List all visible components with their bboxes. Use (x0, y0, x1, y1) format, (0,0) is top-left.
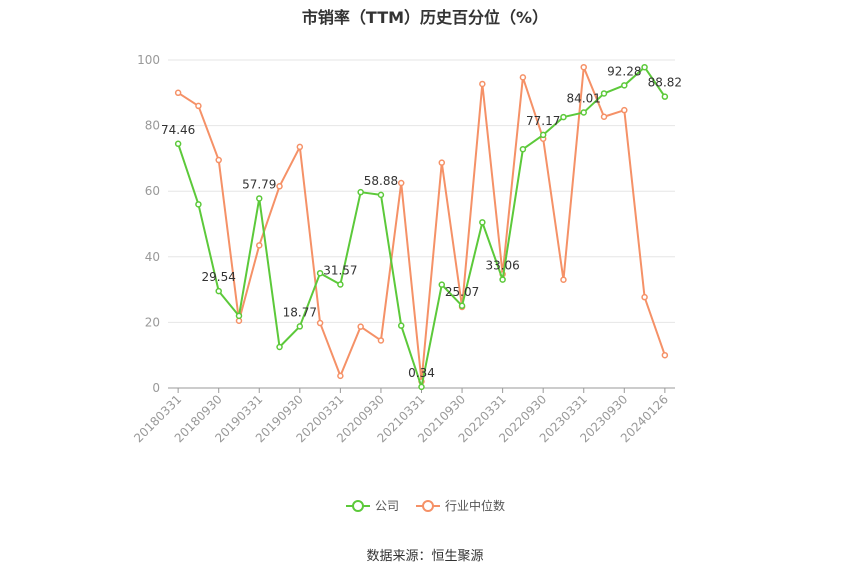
data-point-company (479, 219, 486, 226)
data-point-industry-median (316, 319, 324, 327)
legend-item-company[interactable]: 公司 (345, 497, 399, 514)
data-label: 74.46 (161, 123, 195, 137)
data-point-company (438, 281, 446, 288)
data-point-company (174, 140, 182, 148)
y-tick-label: 100 (137, 53, 160, 67)
legend-company-icon (345, 499, 370, 512)
data-point-company (458, 302, 466, 310)
data-point-industry-median (195, 102, 202, 110)
data-point-industry-median (357, 323, 364, 330)
data-label: 58.88 (364, 174, 398, 188)
data-point-company (276, 343, 283, 351)
data-point-industry-median (438, 159, 446, 166)
data-point-company (418, 383, 425, 391)
y-tick-label: 40 (145, 250, 160, 264)
data-label: 29.54 (202, 270, 236, 284)
data-point-industry-median (256, 242, 263, 249)
data-point-company (256, 195, 263, 202)
data-point-company (661, 93, 669, 100)
y-tick-label: 20 (145, 315, 160, 329)
data-point-industry-median (641, 293, 648, 301)
data-label: 25.07 (445, 285, 479, 299)
y-tick-label: 60 (145, 184, 160, 198)
data-label: 57.79 (242, 177, 276, 191)
data-point-industry-median (519, 74, 527, 81)
data-point-company (296, 323, 304, 330)
data-point-industry-median (337, 372, 344, 380)
data-point-company (215, 287, 222, 295)
y-tick-label: 80 (145, 119, 160, 133)
data-point-industry-median (479, 80, 486, 88)
legend-item-industry-median[interactable]: 行业中位数 (415, 497, 505, 514)
data-point-company (377, 191, 385, 199)
data-point-company (641, 63, 648, 71)
data-label: 88.82 (648, 76, 682, 90)
legend-industry-median-label: 行业中位数 (445, 499, 506, 513)
data-point-industry-median (580, 63, 587, 71)
data-label: 18.77 (283, 305, 317, 319)
data-point-company (499, 276, 506, 283)
data-point-company (195, 201, 202, 208)
data-point-company (539, 131, 547, 139)
data-label: 77.17 (526, 114, 560, 128)
data-label: 33.06 (485, 259, 519, 273)
data-point-industry-median (661, 351, 669, 359)
data-point-company (397, 322, 405, 329)
data-label: 0.34 (408, 366, 435, 380)
data-point-industry-median (600, 113, 608, 120)
data-point-industry-median (377, 337, 385, 344)
chart-title: 市销率（TTM）历史百分位（%） (301, 8, 549, 27)
legend-company-label: 公司 (374, 499, 399, 513)
data-point-company (316, 269, 324, 277)
legend: 公司 行业中位数 (0, 497, 850, 514)
data-point-industry-median (560, 276, 567, 284)
grid-layer (168, 59, 675, 323)
data-point-company (580, 109, 587, 116)
data-point-company (235, 312, 243, 320)
data-label: 84.01 (567, 91, 601, 105)
data-point-company (519, 145, 527, 153)
data-point-company (560, 113, 567, 121)
data-point-company (600, 90, 608, 97)
data-point-industry-median (296, 143, 304, 151)
data-point-industry-median (397, 179, 405, 187)
series-line-industry-median (177, 66, 666, 383)
axis-layer: 0204060801002018033120180930201903312019… (131, 53, 675, 445)
data-label-layer: 74.46 29.54 57.79 18.77 31.57 58.88 0.34 25.07 3… (161, 64, 682, 380)
data-point-company (337, 281, 344, 288)
data-point-industry-median (215, 156, 222, 164)
data-label: 92.28 (607, 64, 641, 78)
series-layer (174, 63, 669, 391)
data-label: 31.57 (323, 263, 357, 277)
legend-industry-median-icon (416, 499, 440, 512)
data-source-note: 数据来源：恒生聚源 (366, 549, 484, 564)
data-point-industry-median (276, 183, 283, 190)
data-point-company (357, 188, 364, 196)
y-tick-label: 0 (152, 381, 160, 395)
data-point-industry-median (621, 106, 628, 114)
data-point-company (621, 82, 628, 89)
series-line-company (177, 66, 666, 388)
data-point-industry-median (174, 89, 182, 97)
